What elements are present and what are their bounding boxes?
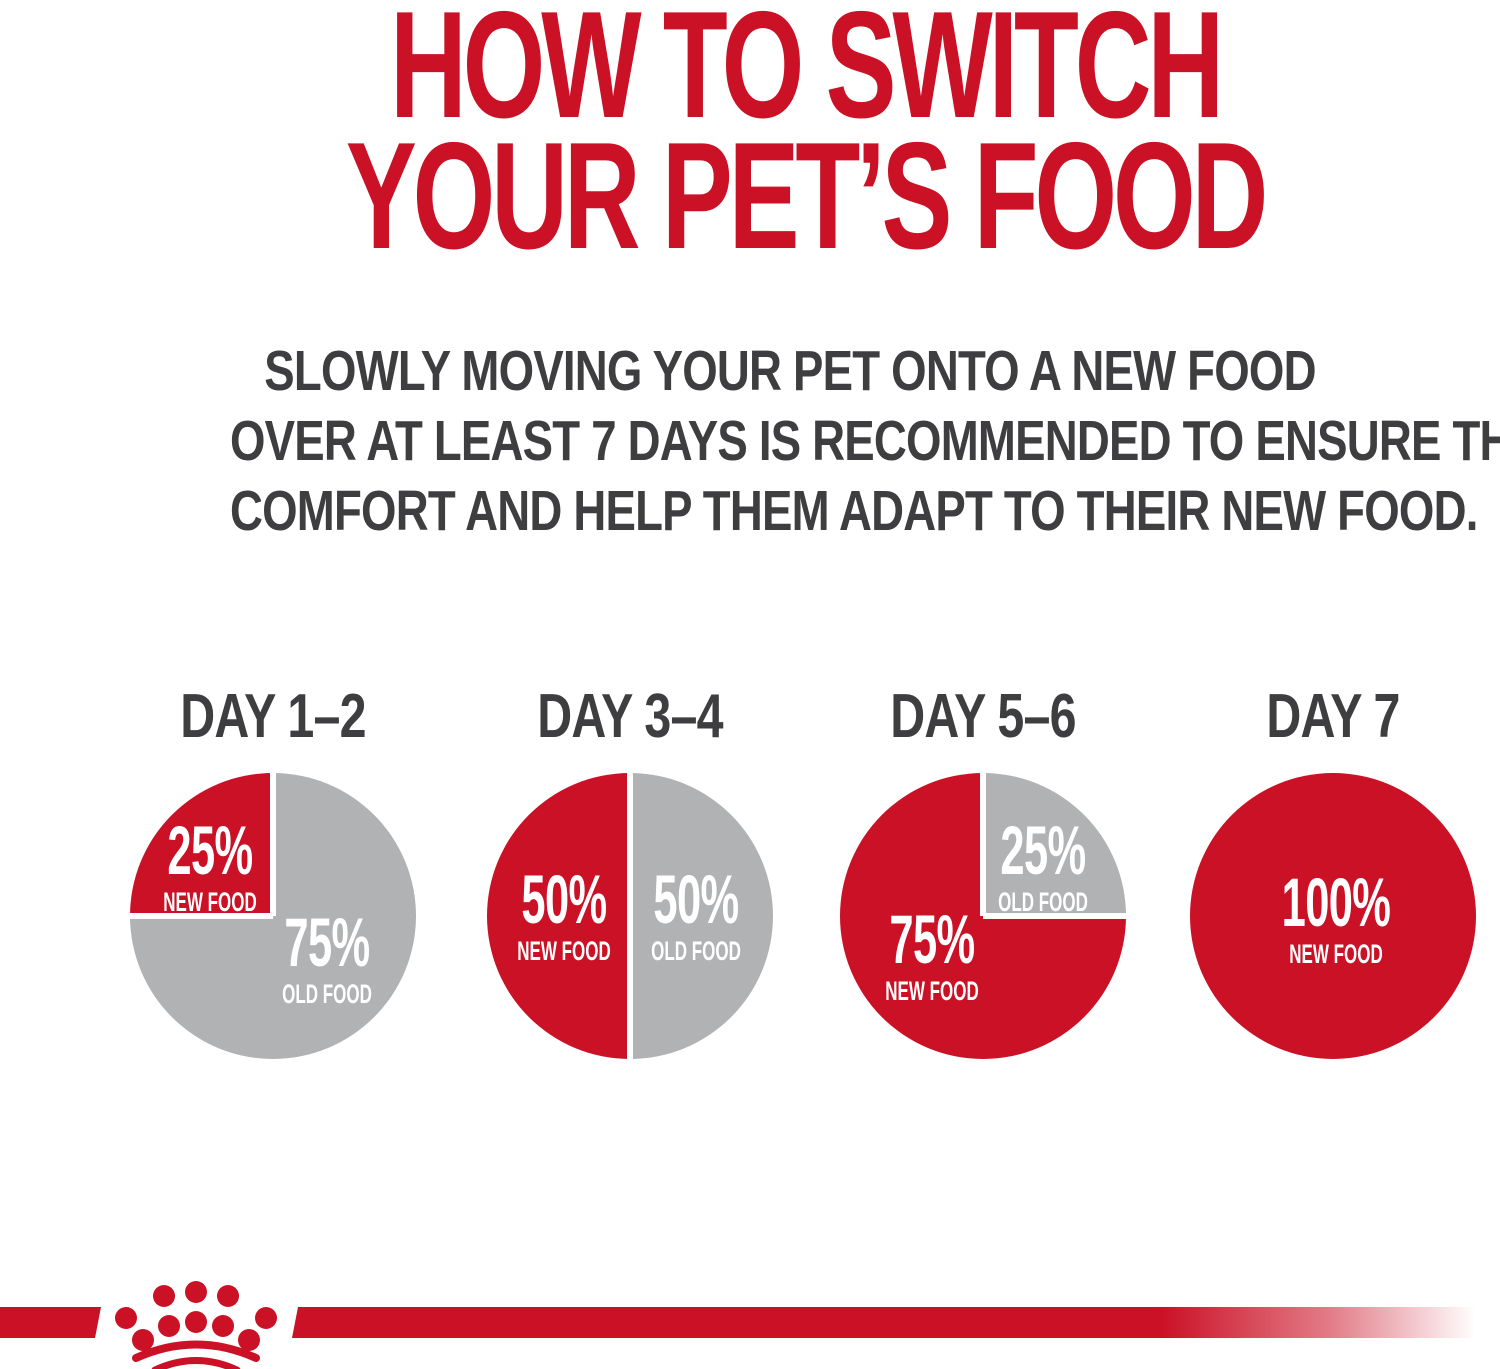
subtitle-line-3: COMFORT AND HELP THEM ADAPT TO THEIR NEW…: [230, 479, 1478, 543]
old-food-caption: OLD FOOD: [998, 887, 1088, 918]
slice-divider: [270, 773, 276, 916]
subtitle: SLOWLY MOVING YOUR PET ONTO A NEW FOOD O…: [230, 336, 1500, 546]
day-1-2-label: DAY 1–2: [180, 682, 366, 751]
new-food-caption: NEW FOOD: [163, 887, 257, 918]
day-5-6-column: DAY 5–6 25% OLD FOOD 75% NEW FOOD: [833, 686, 1133, 1059]
day-7-column: DAY 7 100% NEW FOOD: [1183, 686, 1483, 1059]
subtitle-line-1: SLOWLY MOVING YOUR PET ONTO A NEW FOOD: [264, 339, 1316, 403]
day-7-label: DAY 7: [1266, 682, 1400, 751]
day-5-6-label: DAY 5–6: [890, 682, 1076, 751]
new-food-slice-label: 25% NEW FOOD: [163, 817, 257, 919]
old-food-slice-label: 50% OLD FOOD: [651, 865, 741, 967]
new-food-percent: 25%: [167, 812, 254, 890]
title-line-2: YOUR PET’S FOOD: [345, 111, 1269, 281]
slice-divider: [627, 773, 633, 916]
page-title: HOW TO SWITCH YOUR PET’S FOOD: [315, 0, 1295, 281]
new-food-slice-label: 75% NEW FOOD: [885, 905, 979, 1007]
old-food-caption: OLD FOOD: [650, 936, 741, 967]
new-food-percent: 50%: [521, 861, 608, 939]
footer-ribbon-right: [292, 1307, 1500, 1338]
pie-chart-day-7: 100% NEW FOOD: [1190, 773, 1476, 1059]
old-food-slice-label: 25% OLD FOOD: [998, 817, 1088, 919]
old-food-caption: OLD FOOD: [282, 979, 373, 1010]
old-food-percent: 75%: [284, 904, 371, 982]
old-food-percent: 50%: [653, 861, 739, 939]
day-3-4-label: DAY 3–4: [537, 682, 723, 751]
title-line-1: HOW TO SWITCH: [389, 0, 1224, 150]
royal-canin-crown-icon: [115, 1281, 277, 1369]
day-3-4-column: DAY 3–4 50% NEW FOOD 50% OLD FOOD: [480, 686, 780, 1059]
new-food-percent: 75%: [888, 901, 975, 979]
subtitle-line-2: OVER AT LEAST 7 DAYS IS RECOMMENDED TO E…: [230, 409, 1500, 473]
pie-chart-day-5-6: 25% OLD FOOD 75% NEW FOOD: [840, 773, 1126, 1059]
new-food-caption: NEW FOOD: [1289, 939, 1383, 970]
day-1-2-column: DAY 1–2 25% NEW FOOD 75% OLD FOOD: [123, 686, 423, 1059]
new-food-caption: NEW FOOD: [884, 976, 979, 1007]
old-food-percent: 25%: [1000, 812, 1086, 890]
new-food-slice-label: 50% NEW FOOD: [517, 865, 611, 967]
old-food-slice-label: 75% OLD FOOD: [282, 908, 372, 1010]
new-food-caption: NEW FOOD: [517, 936, 611, 967]
slice-divider: [627, 916, 633, 1059]
pie-chart-day-3-4: 50% NEW FOOD 50% OLD FOOD: [487, 773, 773, 1059]
new-food-percent: 100%: [1281, 864, 1391, 942]
new-food-slice-label: 100% NEW FOOD: [1282, 868, 1391, 970]
pie-chart-day-1-2: 25% NEW FOOD 75% OLD FOOD: [130, 773, 416, 1059]
slice-divider: [980, 773, 986, 916]
footer-ribbon-left: [0, 1307, 101, 1338]
